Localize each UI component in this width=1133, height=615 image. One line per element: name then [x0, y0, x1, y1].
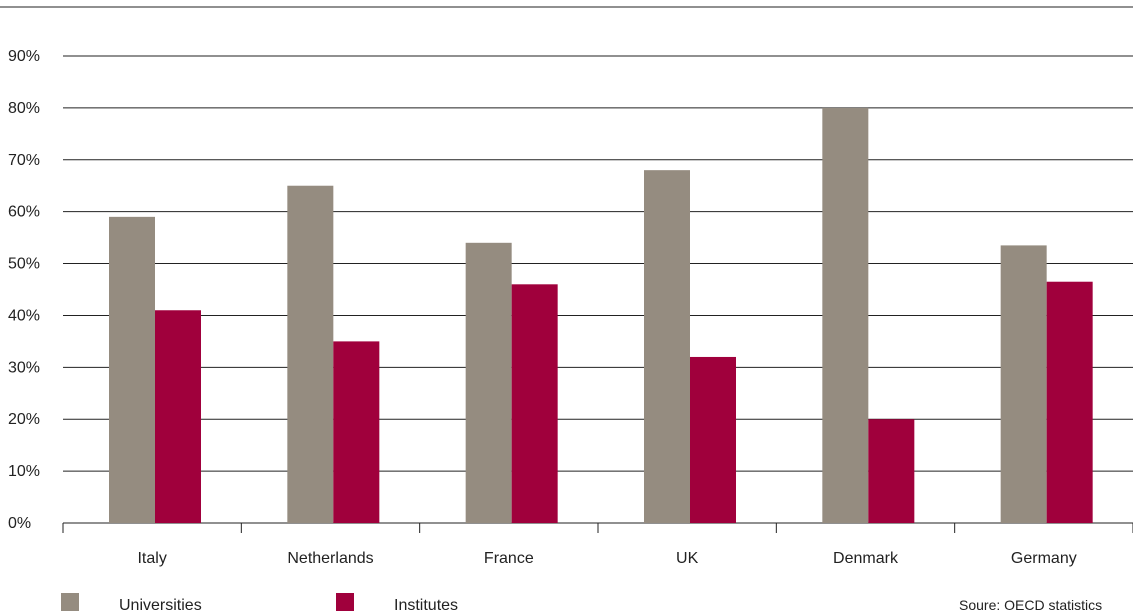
y-tick-label: 40% [8, 307, 40, 324]
bar-universities-uk [644, 170, 690, 523]
bar-institutes-netherlands [333, 341, 380, 523]
x-tick-label: Denmark [833, 550, 899, 567]
bar-universities-netherlands [287, 185, 334, 523]
y-tick-label: 50% [8, 256, 40, 273]
x-tick-label: Italy [137, 550, 166, 567]
legend-label-institutes: Institutes [394, 597, 458, 614]
legend-swatch-universities [61, 593, 79, 611]
source-note: Soure: OECD statistics [959, 597, 1102, 613]
bar-universities-italy [109, 216, 155, 523]
y-tick-label: 90% [8, 48, 40, 65]
legend-label-universities: Universities [119, 597, 202, 614]
legend: Universities Institutes [61, 593, 458, 614]
legend-swatch-institutes [336, 593, 354, 611]
gridlines [63, 55, 1133, 524]
y-axis-ticks: 0% 10% 20% 30% 40% 50% 60% 70% 80% 90% [8, 48, 40, 532]
y-tick-label: 80% [8, 100, 40, 117]
y-tick-label: 10% [8, 463, 40, 480]
x-tick-label: Germany [1011, 550, 1077, 567]
bar-institutes-uk [690, 356, 736, 523]
x-tick-label: UK [676, 550, 699, 567]
bar-institutes-italy [155, 310, 201, 523]
y-tick-label: 60% [8, 204, 40, 221]
bar-universities-denmark [822, 107, 869, 523]
y-tick-label: 0% [8, 515, 31, 532]
bar-universities-germany [1000, 245, 1047, 523]
y-tick-label: 20% [8, 411, 40, 428]
y-tick-label: 70% [8, 152, 40, 169]
bar-institutes-germany [1046, 281, 1093, 523]
bars [109, 107, 1093, 524]
bar-institutes-denmark [868, 419, 915, 523]
bar-institutes-france [511, 284, 558, 523]
x-axis: Italy Netherlands France UK Denmark Germany [62, 523, 1133, 567]
x-tick-label: France [484, 550, 534, 567]
x-tick-label: Netherlands [287, 550, 373, 567]
y-tick-label: 30% [8, 359, 40, 376]
bar-universities-france [465, 242, 512, 524]
